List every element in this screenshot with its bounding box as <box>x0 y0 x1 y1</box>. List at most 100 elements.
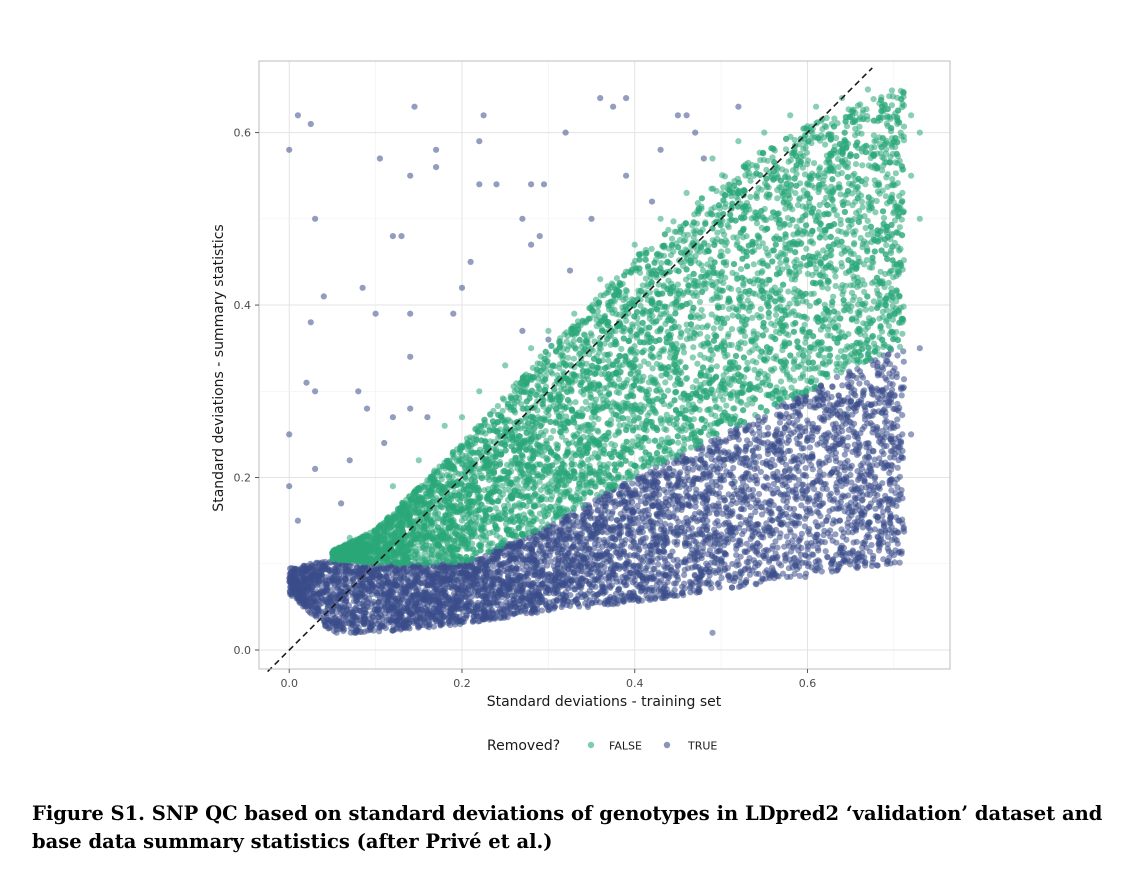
scatter-point <box>448 610 455 617</box>
scatter-point <box>637 498 645 505</box>
scatter-point <box>779 570 787 577</box>
scatter-point <box>874 432 881 439</box>
scatter-point <box>503 568 510 575</box>
scatter-point <box>856 380 863 387</box>
scatter-point <box>858 470 865 477</box>
scatter-point <box>718 439 725 446</box>
scatter-point <box>590 530 597 538</box>
scatter-point <box>781 424 788 431</box>
scatter-point <box>649 574 656 581</box>
scatter-point <box>553 537 561 545</box>
scatter-point <box>622 582 629 589</box>
scatter-point <box>752 543 759 550</box>
scatter-point <box>887 425 894 432</box>
scatter-point <box>862 558 869 566</box>
scatter-point <box>815 424 822 432</box>
scatter-point <box>809 451 816 458</box>
scatter-point <box>368 580 375 588</box>
scatter-point <box>725 491 732 498</box>
scatter-point <box>551 603 558 610</box>
scatter-point <box>900 526 907 533</box>
scatter-point <box>609 543 616 550</box>
scatter-point <box>611 536 619 543</box>
scatter-point <box>798 445 805 452</box>
scatter-point <box>646 586 653 593</box>
scatter-point <box>595 536 603 544</box>
scatter-point <box>894 476 901 483</box>
scatter-point <box>635 547 642 554</box>
scatter-point <box>706 568 713 575</box>
scatter-point <box>859 496 866 503</box>
scatter-point <box>564 533 571 540</box>
scatter-point <box>683 489 690 496</box>
scatter-point <box>673 541 680 548</box>
scatter-point <box>614 517 621 524</box>
scatter-point <box>678 524 686 531</box>
scatter-point <box>838 560 845 567</box>
scatter-point <box>616 523 623 530</box>
scatter-point <box>607 600 614 607</box>
scatter-point <box>828 560 835 567</box>
scatter-point <box>829 383 836 391</box>
scatter-point <box>681 481 688 488</box>
scatter-point <box>570 536 577 543</box>
scatter-point <box>355 624 362 631</box>
scatter-point <box>798 530 806 537</box>
scatter-point <box>852 527 860 534</box>
scatter-point <box>356 582 363 589</box>
scatter-point <box>774 411 781 418</box>
scatter-point <box>715 522 722 529</box>
scatter-point <box>506 585 513 592</box>
scatter-point <box>398 573 405 580</box>
scatter-point <box>766 497 774 505</box>
scatter-point <box>851 387 858 394</box>
scatter-point <box>799 472 807 479</box>
scatter-point <box>329 620 336 627</box>
scatter-point <box>764 450 772 458</box>
scatter-point <box>737 514 744 521</box>
scatter-point <box>450 603 457 610</box>
scatter-point <box>845 515 853 522</box>
scatter-point <box>625 499 632 506</box>
scatter-point <box>712 503 719 510</box>
scatter-point <box>415 586 422 593</box>
scatter-point <box>858 396 865 403</box>
scatter-point <box>884 357 891 364</box>
scatter-point <box>307 592 314 599</box>
scatter-point <box>771 575 778 582</box>
scatter-point <box>461 603 468 610</box>
scatter-point <box>343 595 350 602</box>
scatter-point <box>861 454 869 461</box>
scatter-point <box>655 561 662 568</box>
scatter-point <box>778 438 786 445</box>
scatter-point <box>839 382 846 389</box>
scatter-point <box>853 374 860 382</box>
scatter-point <box>776 456 783 463</box>
scatter-point <box>336 587 343 594</box>
scatter-point <box>821 527 828 534</box>
scatter-point <box>874 533 881 540</box>
scatter-point <box>871 526 878 533</box>
scatter-point <box>593 569 601 576</box>
scatter-point <box>778 562 785 569</box>
scatter-point <box>488 583 495 590</box>
scatter-point <box>639 515 646 522</box>
scatter-point <box>321 596 329 603</box>
scatter-point <box>761 554 768 562</box>
scatter-point <box>729 497 737 504</box>
scatter-point <box>791 520 798 527</box>
scatter-point <box>623 482 630 490</box>
scatter-point <box>406 620 413 627</box>
scatter-point <box>767 486 775 493</box>
scatter-point <box>382 625 389 632</box>
scatter-point <box>746 486 753 493</box>
scatter-point <box>488 569 495 576</box>
scatter-point <box>714 445 721 452</box>
scatter-point <box>899 412 906 419</box>
scatter-point <box>697 566 704 574</box>
scatter-point <box>781 467 789 474</box>
scatter-point <box>776 419 784 426</box>
scatter-point <box>591 545 598 552</box>
scatter-point <box>751 452 758 459</box>
scatter-point <box>733 552 740 559</box>
